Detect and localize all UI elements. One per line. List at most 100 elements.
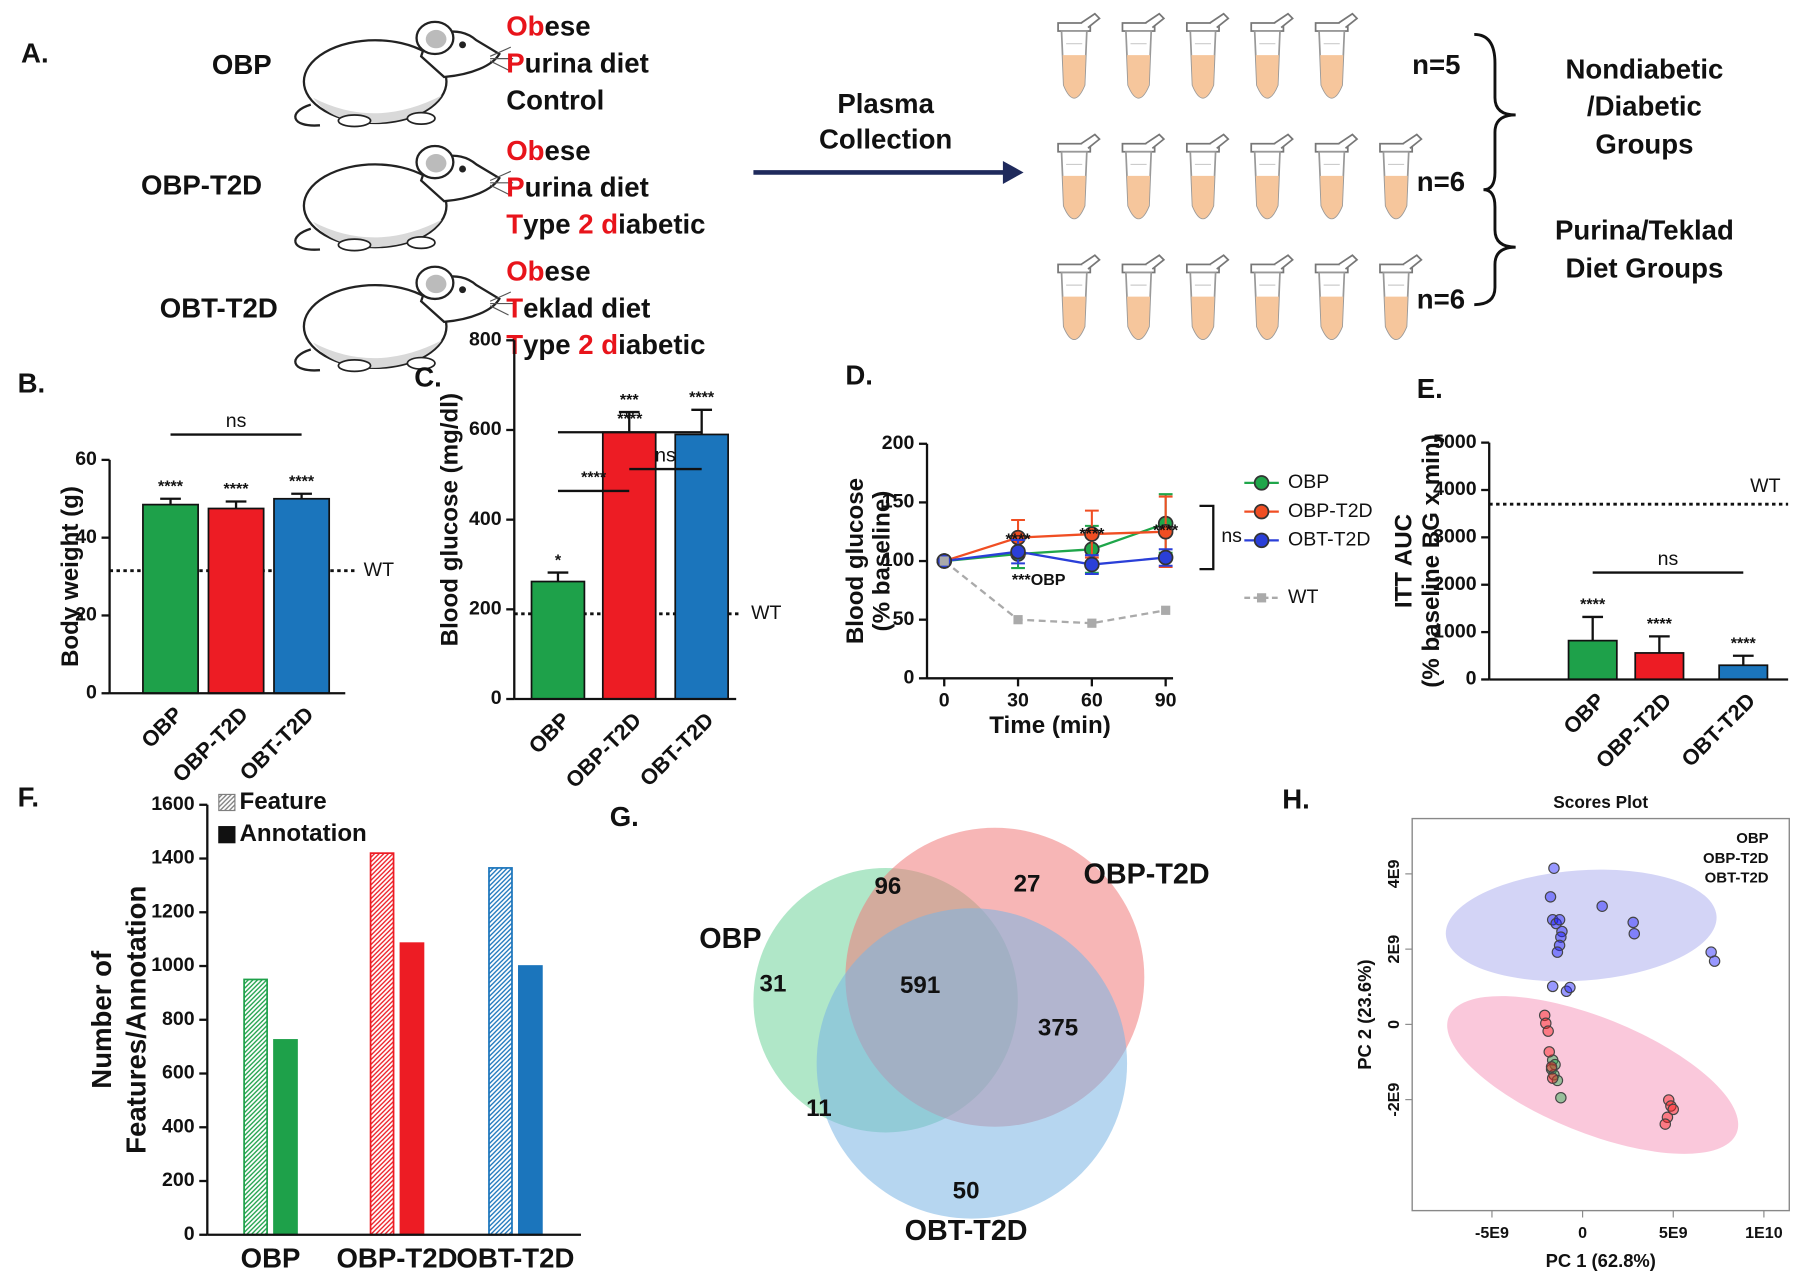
venn-set [816, 908, 1128, 1219]
y-axis-label: (% baseline) [869, 491, 896, 632]
tube [1185, 133, 1230, 220]
point [1555, 931, 1567, 943]
y-tick-label: 60 [75, 448, 97, 470]
group-description: Purina diet [506, 48, 649, 79]
x-tick-label: OBP-T2D [336, 1242, 457, 1273]
point [1551, 946, 1564, 958]
group-description: Teklad diet [506, 293, 650, 324]
panel-label: G. [610, 801, 639, 832]
bracket-label: ns [1221, 525, 1242, 547]
legend-label: OBP-T2D [1703, 850, 1769, 867]
y-tick-label: 0 [184, 1223, 195, 1245]
tube [1057, 133, 1101, 220]
grouping-label: /Diabetic [1587, 90, 1702, 121]
mouse-icon [294, 265, 515, 373]
x-tick-label: 0 [939, 689, 950, 711]
tube [1250, 133, 1294, 220]
legend-label: OBT-T2D [1288, 529, 1370, 551]
group-description: Type 2 diabetic [506, 329, 705, 360]
y-tick-label: 200 [469, 597, 502, 619]
region-count: 375 [1038, 1014, 1078, 1041]
bar [273, 1039, 298, 1236]
x-tick-label: OBP [524, 707, 575, 758]
point [1553, 939, 1566, 952]
tube [1314, 254, 1358, 341]
error-bar [225, 500, 247, 509]
comparison-label: **** [581, 469, 607, 487]
confidence-ellipse [1445, 869, 1717, 982]
y-tick-label: 20 [75, 604, 97, 626]
point [1542, 1025, 1554, 1037]
set-label: OBT-T2D [905, 1215, 1028, 1247]
error-bar [1649, 635, 1670, 653]
y-tick-label: -2E9 [1385, 1083, 1403, 1117]
legend-bracket [1199, 504, 1215, 571]
mouse-icon [294, 144, 515, 252]
y-tick-label: 800 [469, 328, 502, 350]
tube [1057, 12, 1101, 99]
chart-title: Scores Plot [1553, 792, 1648, 812]
x-tick-label: OBP [1558, 688, 1609, 739]
bar [1718, 664, 1769, 681]
point [1546, 980, 1559, 993]
panel-label: A. [21, 37, 49, 68]
marker [1157, 549, 1174, 566]
sample-size: n=5 [1412, 49, 1460, 80]
annotation: **** [1006, 531, 1032, 549]
y-tick-label: 0 [1466, 668, 1477, 690]
bar [488, 867, 513, 1236]
point [1661, 1111, 1674, 1124]
description-segment: ype [523, 329, 578, 360]
tube-row [1057, 133, 1423, 220]
bar [601, 431, 657, 700]
y-axis-label: Blood glucose [842, 478, 869, 644]
grouping-label: Diet Groups [1566, 252, 1724, 283]
tube [1314, 12, 1358, 99]
sample-size: n=6 [1417, 283, 1465, 314]
bar [142, 503, 199, 695]
y-tick-label: 40 [75, 526, 97, 548]
arrow-label: Collection [819, 124, 952, 155]
point [1659, 1118, 1672, 1130]
tube [1250, 254, 1294, 341]
y-tick-label: 4E9 [1385, 860, 1403, 889]
grouping-label: Groups [1595, 128, 1693, 159]
description-segment: d [601, 329, 618, 360]
grouping-label: Nondiabetic [1566, 54, 1724, 85]
x-tick-label: OBP-T2D [561, 707, 646, 792]
arrow-head [1002, 160, 1024, 184]
tube [1379, 133, 1423, 220]
panel-label: D. [845, 359, 873, 390]
mouse-icon [294, 20, 515, 128]
region-count: 27 [1014, 871, 1041, 898]
y-tick-label: 0 [86, 681, 97, 703]
y-tick-label: 4000 [1433, 478, 1477, 500]
reference-label: WT [1750, 475, 1780, 497]
legend-marker [1256, 593, 1267, 603]
bar [207, 507, 265, 695]
description-segment: T [506, 293, 523, 324]
bar [1634, 652, 1685, 681]
significance-label: **** [289, 472, 315, 490]
point [1544, 891, 1557, 903]
error-bar [547, 571, 569, 582]
marker [1084, 556, 1100, 573]
description-segment: ype [523, 209, 578, 240]
x-axis-label: PC 1 (62.8%) [1546, 1250, 1656, 1271]
description-segment: urina diet [525, 172, 649, 203]
group-name: OBP-T2D [141, 170, 262, 201]
bar [273, 497, 331, 695]
confidence-ellipse [1447, 996, 1739, 1154]
y-tick-label: 200 [162, 1169, 195, 1191]
error-bar [618, 410, 640, 433]
x-tick-label: 0 [1578, 1224, 1587, 1242]
description-segment: Ob [506, 256, 544, 287]
significance-label: * [555, 551, 562, 569]
x-axis-label: Time (min) [989, 712, 1111, 739]
significance-label: **** [158, 478, 184, 496]
description-segment: eklad diet [523, 293, 650, 324]
comparison-label: **** [617, 410, 643, 428]
reference-label: WT [364, 559, 394, 581]
x-tick-label: OBP [136, 702, 187, 753]
description-segment: Control [506, 85, 604, 116]
